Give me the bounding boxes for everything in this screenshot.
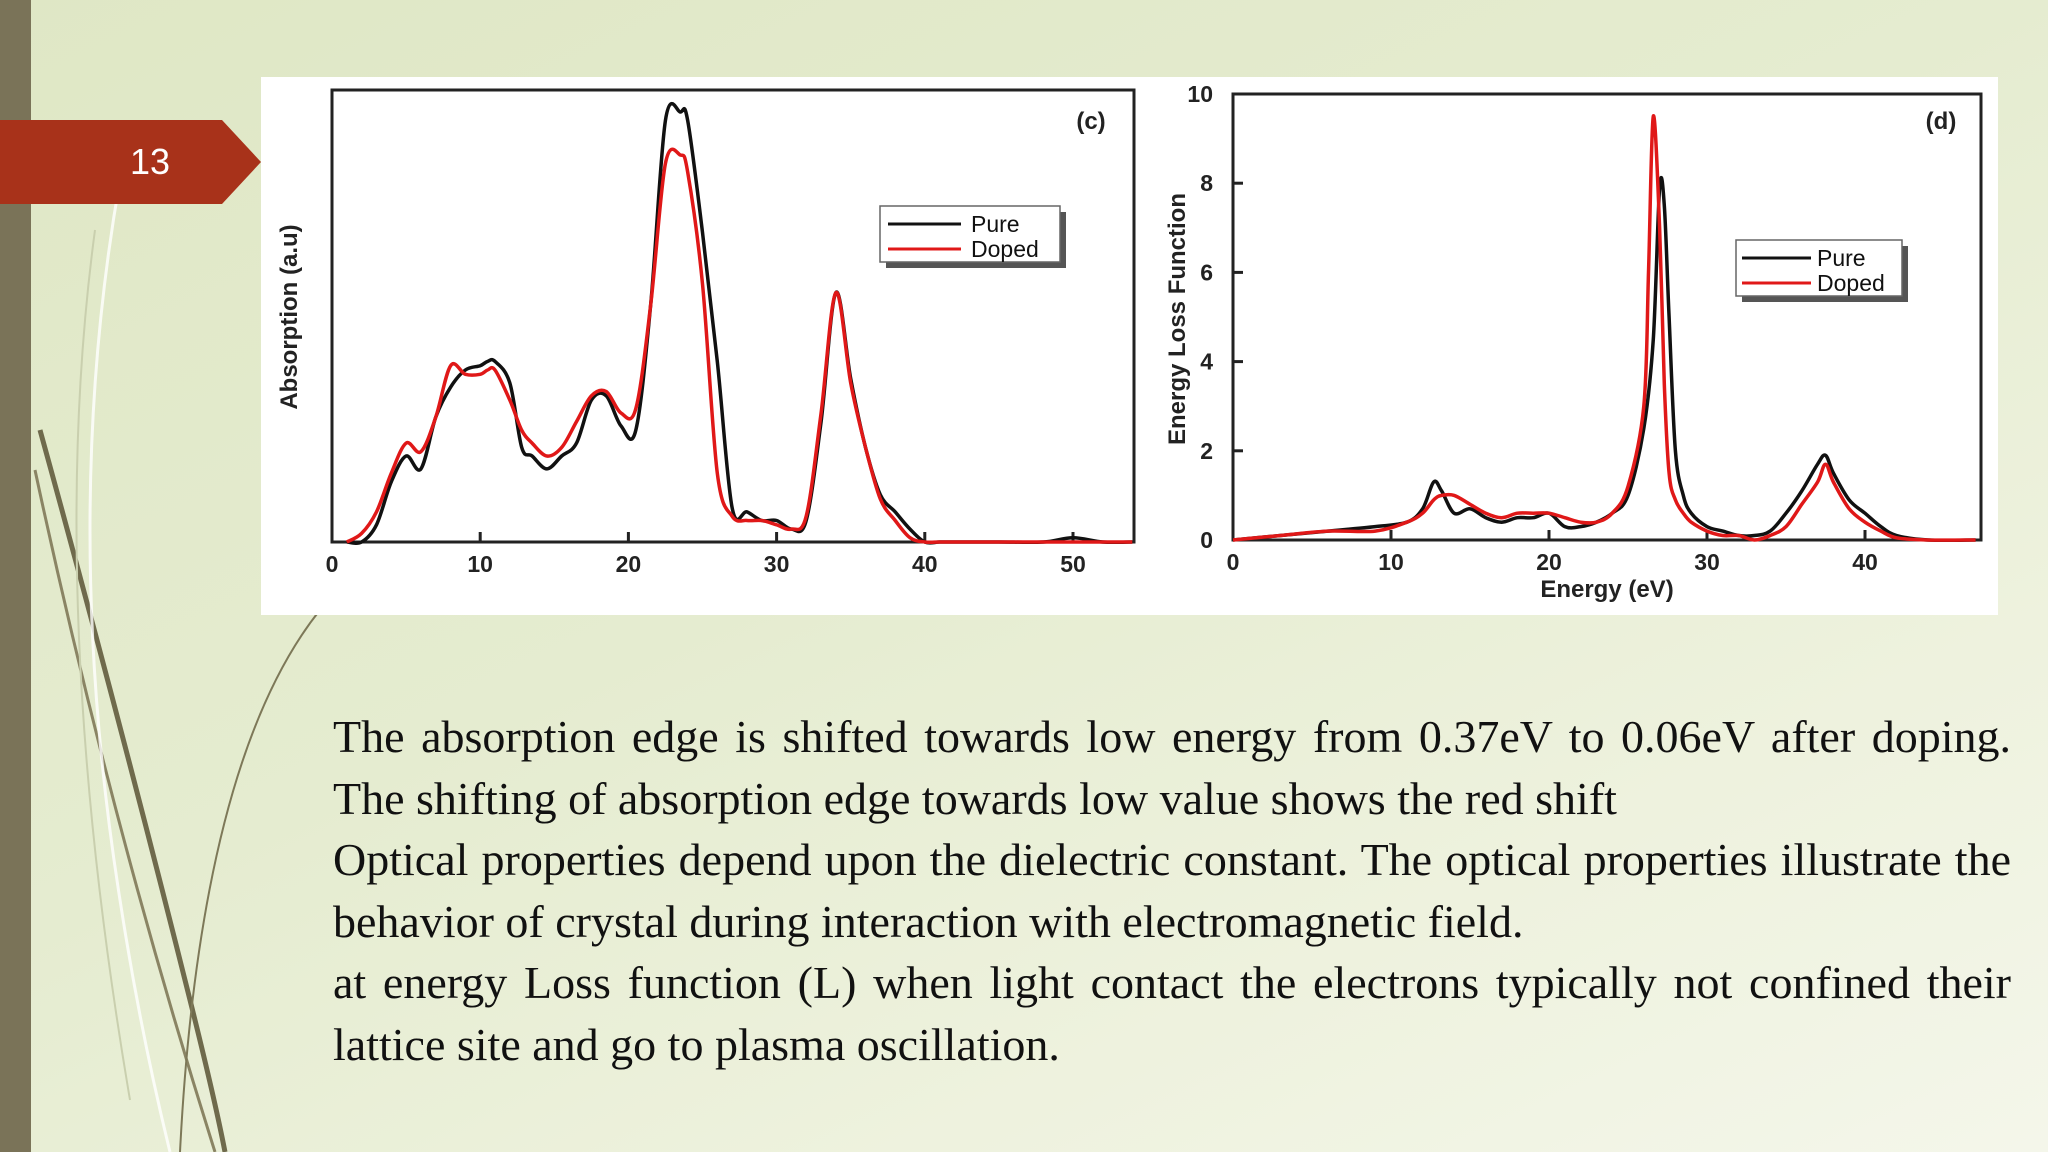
decor-curve-5 (75, 229, 131, 1101)
chart-c-xtick-label: 0 (326, 551, 339, 577)
chart-d-ytick-label: 2 (1200, 438, 1213, 464)
chart-d-series-doped (1232, 114, 1976, 542)
paragraph-energy-loss: at energy Loss function (L) when light c… (333, 957, 2011, 1070)
chart-d-legend-pure: Pure (1817, 245, 1866, 271)
chart-d-ytick-label: 6 (1200, 259, 1213, 285)
chart-d-xtick-label: 40 (1852, 549, 1878, 575)
chart-c-legend-pure: Pure (971, 211, 1020, 237)
chart-d-legend-doped: Doped (1817, 270, 1885, 296)
chart-d-y-ticks: 0 2 4 6 8 10 (1187, 81, 1243, 553)
chart-c-panel-label: (c) (1076, 108, 1105, 135)
chart-c: 0 10 20 30 40 50 Absorption (a.u) (c) Pure Do… (276, 88, 1136, 577)
chart-c-frame (330, 88, 1136, 544)
chart-d-ytick-label: 0 (1200, 527, 1213, 553)
slide-number-badge (0, 120, 261, 204)
decorative-curves (33, 179, 321, 1152)
body-text: The absorption edge is shifted towards l… (333, 706, 2011, 1075)
chart-c-series (345, 101, 1133, 546)
chart-c-xtick-label: 50 (1060, 551, 1086, 577)
chart-c-xtick-label: 40 (912, 551, 938, 577)
chart-c-series-doped (345, 147, 1133, 545)
chart-d-ylabel: Energy Loss Function (1164, 193, 1191, 445)
chart-figure: 0 10 20 30 40 50 Absorption (a.u) (c) Pure Do… (276, 81, 1983, 603)
decor-curve-3 (88, 179, 172, 1152)
chart-d-x-ticks: 0 10 20 30 40 (1227, 530, 1878, 575)
chart-d-xtick-label: 20 (1536, 549, 1562, 575)
chart-d-xtick-label: 30 (1694, 549, 1720, 575)
decor-curve-1 (37, 429, 228, 1152)
chart-c-xtick-label: 20 (616, 551, 642, 577)
chart-c-x-ticks: 0 10 20 30 40 50 (326, 532, 1086, 577)
chart-d-series-pure (1232, 176, 1976, 543)
chart-c-series-pure (346, 101, 1133, 546)
chart-d-xtick-label: 10 (1378, 549, 1404, 575)
chart-d-frame (1231, 92, 1983, 542)
chart-d-ytick-label: 10 (1187, 81, 1213, 107)
chart-d-legend: Pure Doped (1735, 239, 1908, 302)
chart-d-xlabel: Energy (eV) (1540, 576, 1673, 603)
chart-d-xtick-label: 0 (1227, 549, 1240, 575)
badge-arrow-shape (0, 120, 261, 204)
decor-curve-4 (179, 609, 321, 1152)
chart-d-legend-box (1735, 239, 1903, 297)
chart-c-legend-box (879, 205, 1061, 263)
slide-number: 13 (129, 141, 171, 182)
chart-d-ytick-label: 8 (1200, 170, 1213, 196)
chart-d-series (1232, 114, 1976, 543)
chart-c-legend-doped: Doped (971, 236, 1039, 262)
chart-c-xtick-label: 10 (467, 551, 493, 577)
chart-c-ylabel: Absorption (a.u) (276, 224, 303, 409)
chart-c-xtick-label: 30 (764, 551, 790, 577)
paragraph-optical-properties: Optical properties depend upon the diele… (333, 834, 2011, 947)
chart-d: 0 10 20 30 40 0 2 4 6 8 10 Energy (eV) Energy Los… (1164, 81, 1983, 603)
chart-d-ytick-label: 4 (1200, 349, 1213, 375)
chart-c-legend: Pure Doped (879, 205, 1066, 268)
figure-panel: 0 10 20 30 40 50 Absorption (a.u) (c) Pure Do… (261, 77, 1998, 615)
paragraph-absorption-edge: The absorption edge is shifted towards l… (333, 711, 2011, 824)
chart-d-panel-label: (d) (1926, 108, 1957, 135)
